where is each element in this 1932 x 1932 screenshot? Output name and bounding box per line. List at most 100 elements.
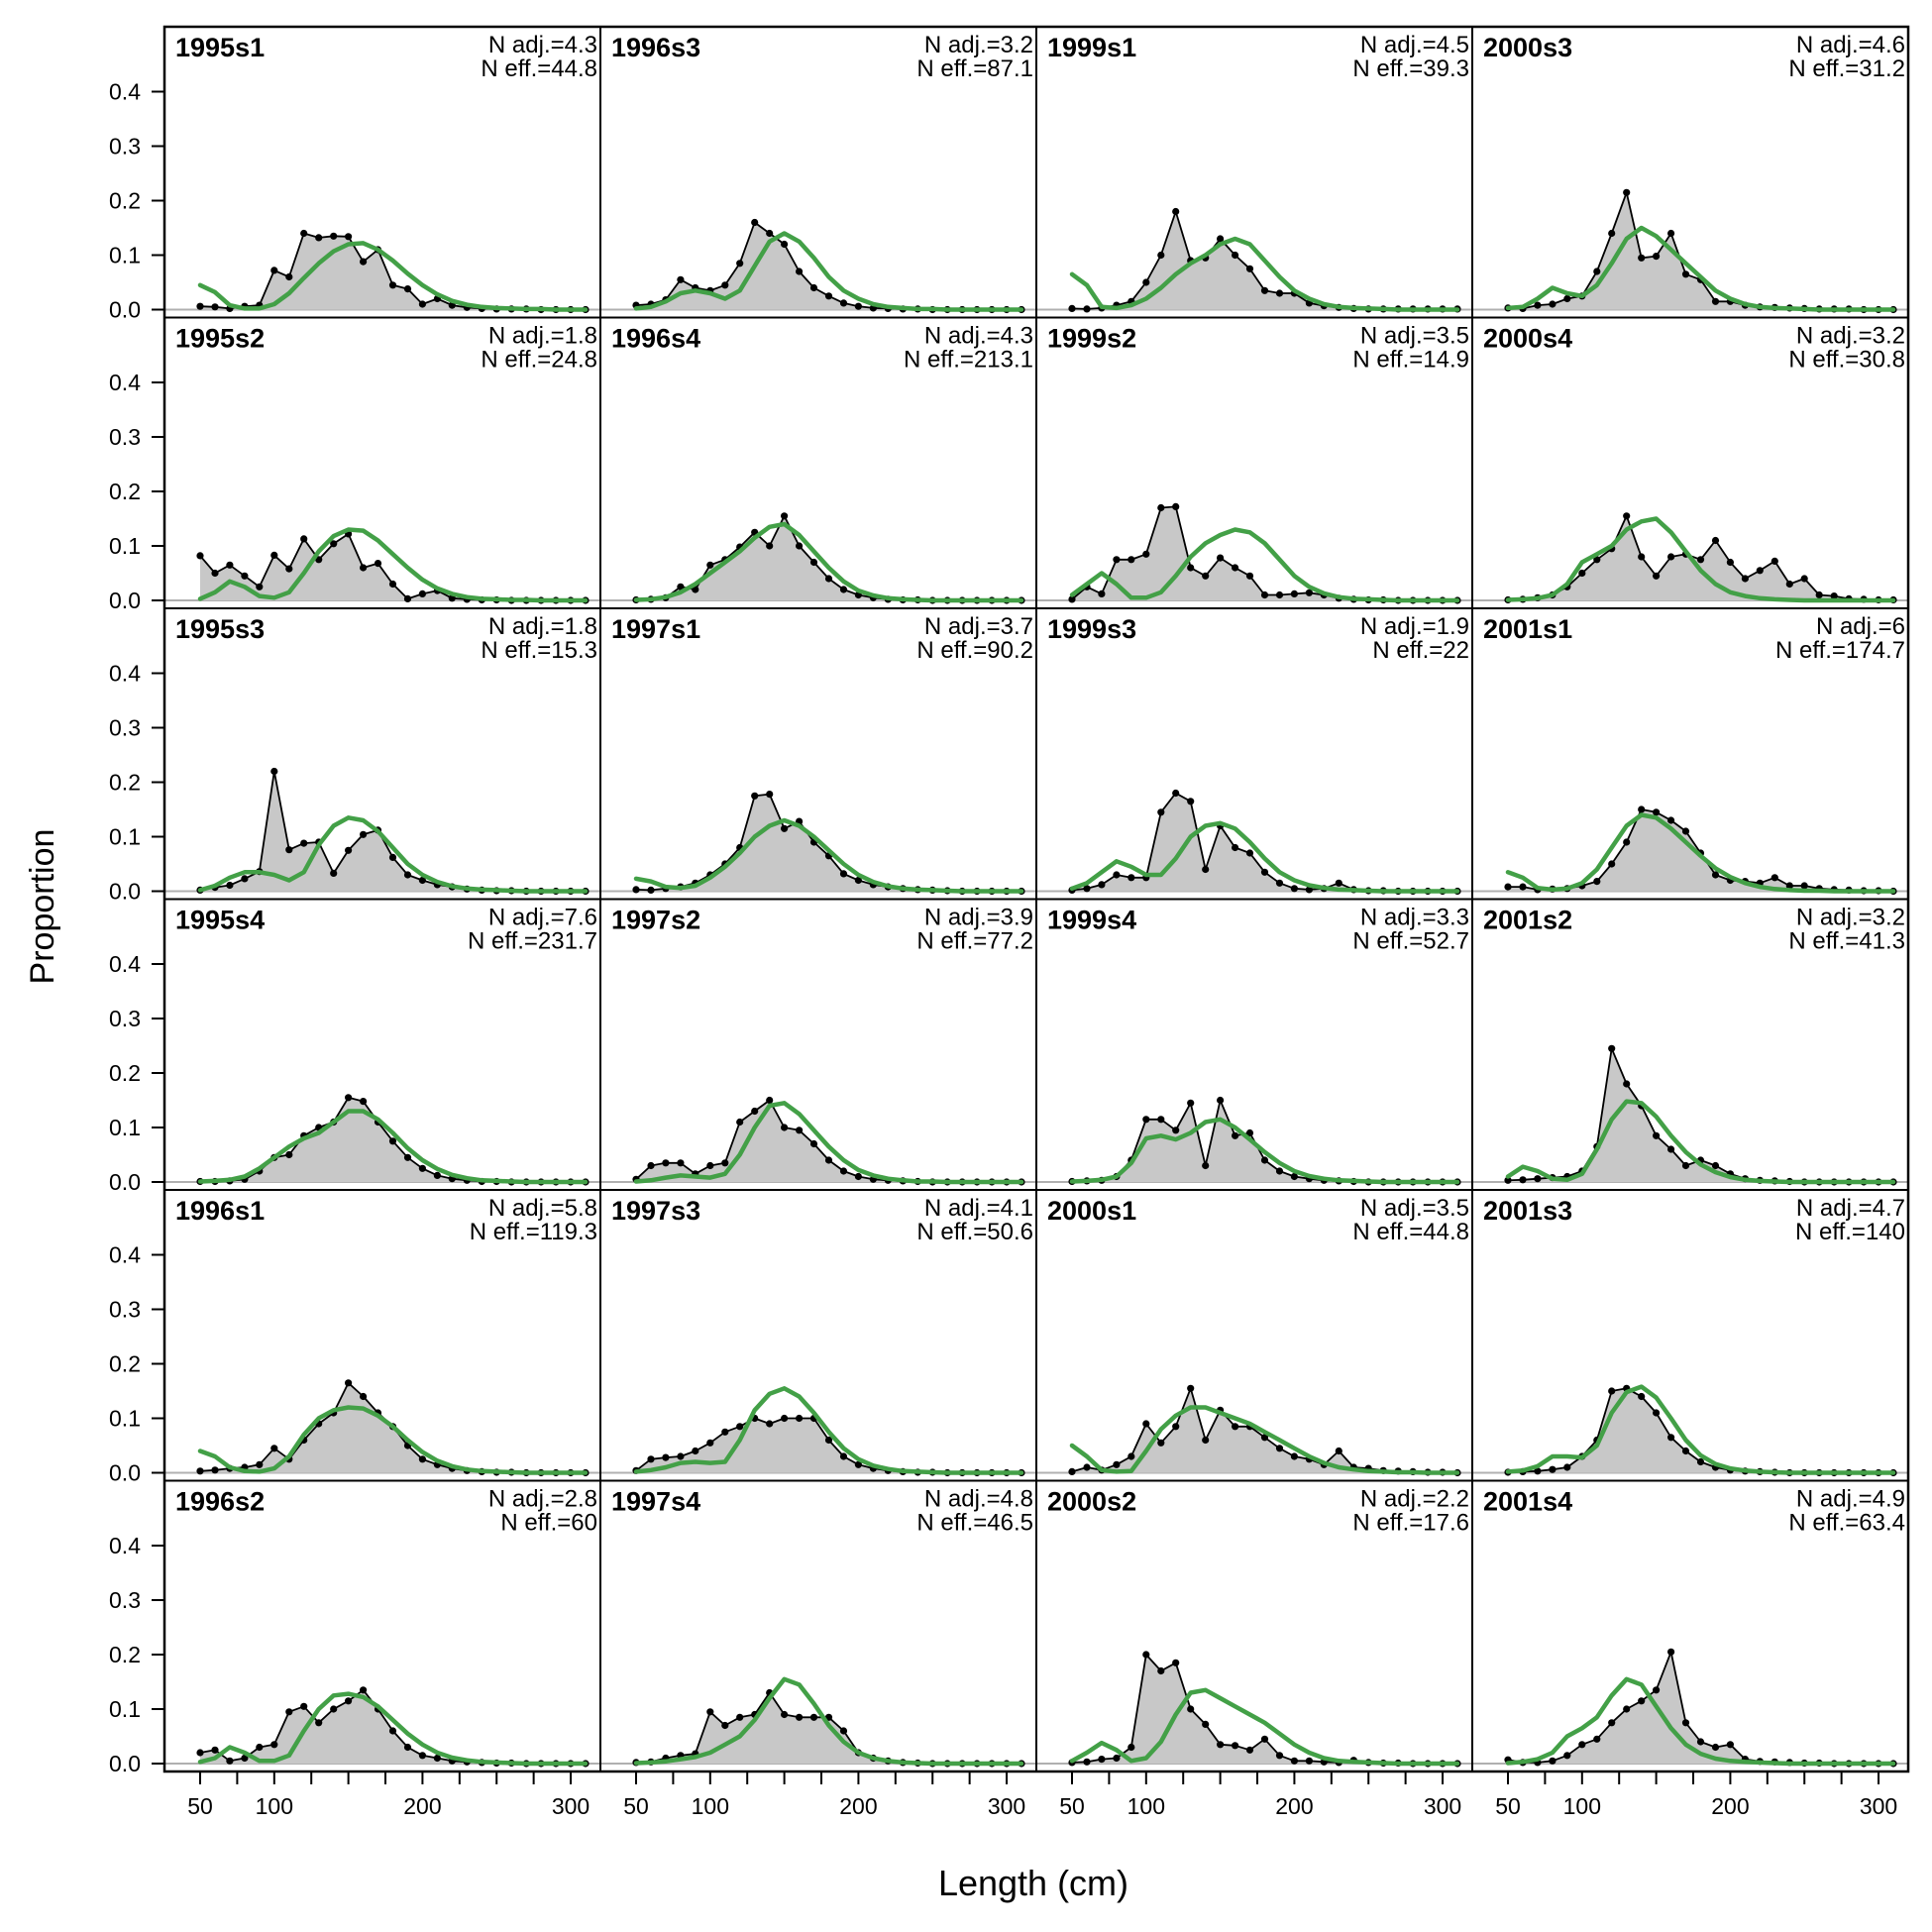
expected-line (197, 815, 589, 894)
expected-line (1505, 1099, 1896, 1185)
observed-point (418, 1455, 426, 1463)
y-tick-label: 0.1 (109, 243, 141, 268)
n-eff-label: N eff.=119.3 (470, 1219, 597, 1245)
panel-label: 1999s3 (1047, 614, 1136, 644)
observed-point (1172, 1659, 1180, 1666)
observed-point (388, 1137, 397, 1145)
observed-point (1275, 1752, 1284, 1760)
observed-point (1771, 874, 1778, 882)
n-adj-label: N adj.=4.3 (924, 323, 1033, 350)
n-adj-label: N adj.=4.6 (1796, 32, 1905, 58)
expected-line (633, 1386, 1024, 1475)
expected-line (197, 1691, 589, 1767)
observed-point (1667, 816, 1675, 824)
x-tick-label: 50 (1495, 1793, 1521, 1819)
observed-area (1508, 809, 1893, 892)
observed-point (1305, 1757, 1313, 1765)
observed-point (1667, 1648, 1675, 1656)
observed-point (809, 558, 818, 567)
observed-point (1681, 1447, 1690, 1455)
observed-point (403, 1743, 412, 1752)
n-eff-label: N eff.=15.3 (481, 637, 597, 664)
n-adj-label: N adj.=3.5 (1360, 323, 1469, 350)
observed-point (1157, 1116, 1165, 1124)
observed-point (345, 1379, 353, 1387)
y-tick-label: 0.4 (109, 79, 141, 105)
observed-point (1098, 590, 1106, 598)
observed-point (1187, 1705, 1195, 1713)
observed-point (766, 542, 774, 550)
n-adj-label: N adj.=3.7 (924, 613, 1033, 640)
observed-point (1711, 1743, 1720, 1752)
observed-point (809, 1713, 818, 1721)
x-tick-label: 300 (1424, 1793, 1461, 1819)
observed-area (636, 1100, 1021, 1182)
observed-point (1172, 1423, 1180, 1431)
observed-point (1638, 1392, 1646, 1401)
n-eff-label: N eff.=52.7 (1352, 928, 1469, 955)
observed-point (1290, 590, 1298, 598)
expected-line (1505, 1676, 1896, 1767)
panel-1996s3: 1996s3 N adj.=3.2N eff.=87.1 (599, 26, 1037, 319)
observed-point (388, 1727, 397, 1735)
expected-line (197, 1109, 589, 1185)
n-eff-label: N eff.=50.6 (916, 1219, 1033, 1245)
observed-point (1260, 1434, 1269, 1442)
observed-point (1653, 808, 1661, 816)
observed-point (315, 1719, 323, 1727)
panel-1996s2: 1996s2 N adj.=2.8N eff.=60 (163, 1479, 601, 1772)
observed-point (662, 1159, 670, 1167)
x-tick-label: 300 (988, 1793, 1025, 1819)
y-tick-label: 0.1 (109, 824, 141, 850)
observed-point (706, 1439, 714, 1447)
observed-point (824, 292, 833, 300)
observed-point (1335, 1447, 1342, 1455)
observed-point (1232, 1742, 1239, 1750)
panel-label: 1995s4 (175, 906, 265, 935)
observed-point (766, 1420, 774, 1428)
observed-point (285, 272, 293, 281)
observed-area (1508, 1388, 1893, 1473)
observed-point (1623, 838, 1631, 846)
observed-point (796, 1414, 804, 1423)
n-adj-label: N adj.=1.8 (488, 323, 597, 350)
observed-point (1232, 1131, 1239, 1139)
observed-point (1608, 229, 1616, 238)
observed-point (1113, 556, 1121, 564)
observed-point (1608, 1044, 1616, 1052)
observed-area (636, 515, 1021, 600)
y-tick-label: 0.2 (109, 770, 141, 796)
observed-point (1202, 572, 1210, 580)
observed-point (781, 1414, 789, 1423)
observed-point (824, 575, 833, 583)
panel-label: 1999s1 (1047, 33, 1136, 62)
observed-point (692, 586, 699, 593)
observed-point (1232, 843, 1239, 852)
observed-point (1083, 1758, 1091, 1766)
observed-point (1157, 1439, 1165, 1447)
observed-point (854, 1460, 863, 1468)
panel-label: 2000s4 (1483, 324, 1572, 354)
observed-point (736, 1423, 744, 1431)
observed-point (1245, 265, 1254, 272)
observed-point (1127, 556, 1135, 564)
n-eff-label: N eff.=41.3 (1788, 928, 1905, 955)
observed-point (300, 229, 308, 238)
n-eff-label: N eff.=231.7 (468, 928, 597, 955)
observed-point (1741, 575, 1749, 583)
expected-line (633, 231, 1024, 312)
observed-point (736, 260, 744, 268)
panel-label: 2001s4 (1483, 1487, 1572, 1517)
observed-point (824, 1156, 833, 1164)
expected-line (1069, 820, 1460, 894)
observed-area (1072, 506, 1457, 600)
observed-point (1142, 1651, 1150, 1659)
observed-point (1771, 557, 1778, 566)
observed-point (1335, 879, 1342, 887)
observed-point (1549, 1465, 1556, 1473)
observed-point (1142, 550, 1150, 558)
observed-area (200, 771, 586, 892)
observed-point (345, 233, 353, 241)
observed-point (1800, 575, 1808, 583)
y-tick-label: 0.2 (109, 479, 141, 504)
